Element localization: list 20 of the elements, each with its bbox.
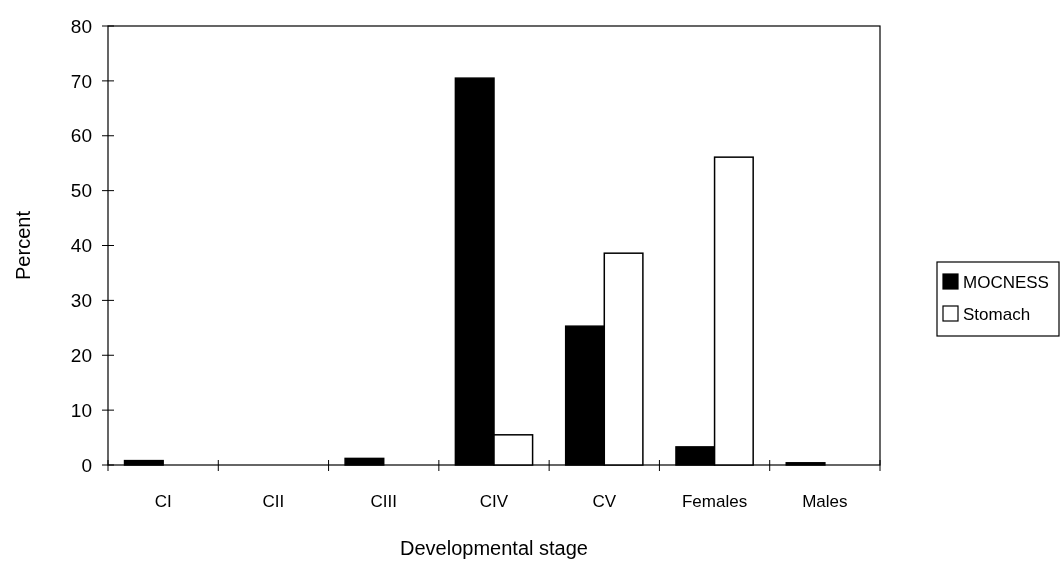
y-tick-label: 10 bbox=[70, 399, 92, 421]
y-tick-label: 60 bbox=[70, 125, 92, 147]
y-tick-label: 70 bbox=[70, 70, 92, 92]
x-tick-label: CI bbox=[154, 492, 172, 511]
x-tick-label: Females bbox=[681, 492, 748, 511]
x-tick-label: CV bbox=[592, 492, 617, 511]
legend-label: MOCNESS bbox=[963, 272, 1049, 292]
y-tick-label: 0 bbox=[81, 454, 92, 476]
legend-label: Stomach bbox=[963, 304, 1031, 324]
y-tick-label: 80 bbox=[70, 15, 92, 37]
y-tick-label: 20 bbox=[70, 344, 92, 366]
y-tick-label: 30 bbox=[70, 290, 92, 312]
x-tick-label: CIII bbox=[370, 492, 397, 511]
x-tick-label: CII bbox=[262, 492, 285, 511]
y-tick-label: 50 bbox=[70, 180, 92, 202]
x-axis-title: Developmental stage bbox=[400, 537, 588, 559]
y-tick-label: 40 bbox=[70, 235, 92, 257]
y-axis-title: Percent bbox=[12, 210, 34, 280]
x-tick-label: CIV bbox=[479, 492, 509, 511]
x-tick-label: Males bbox=[802, 492, 848, 511]
